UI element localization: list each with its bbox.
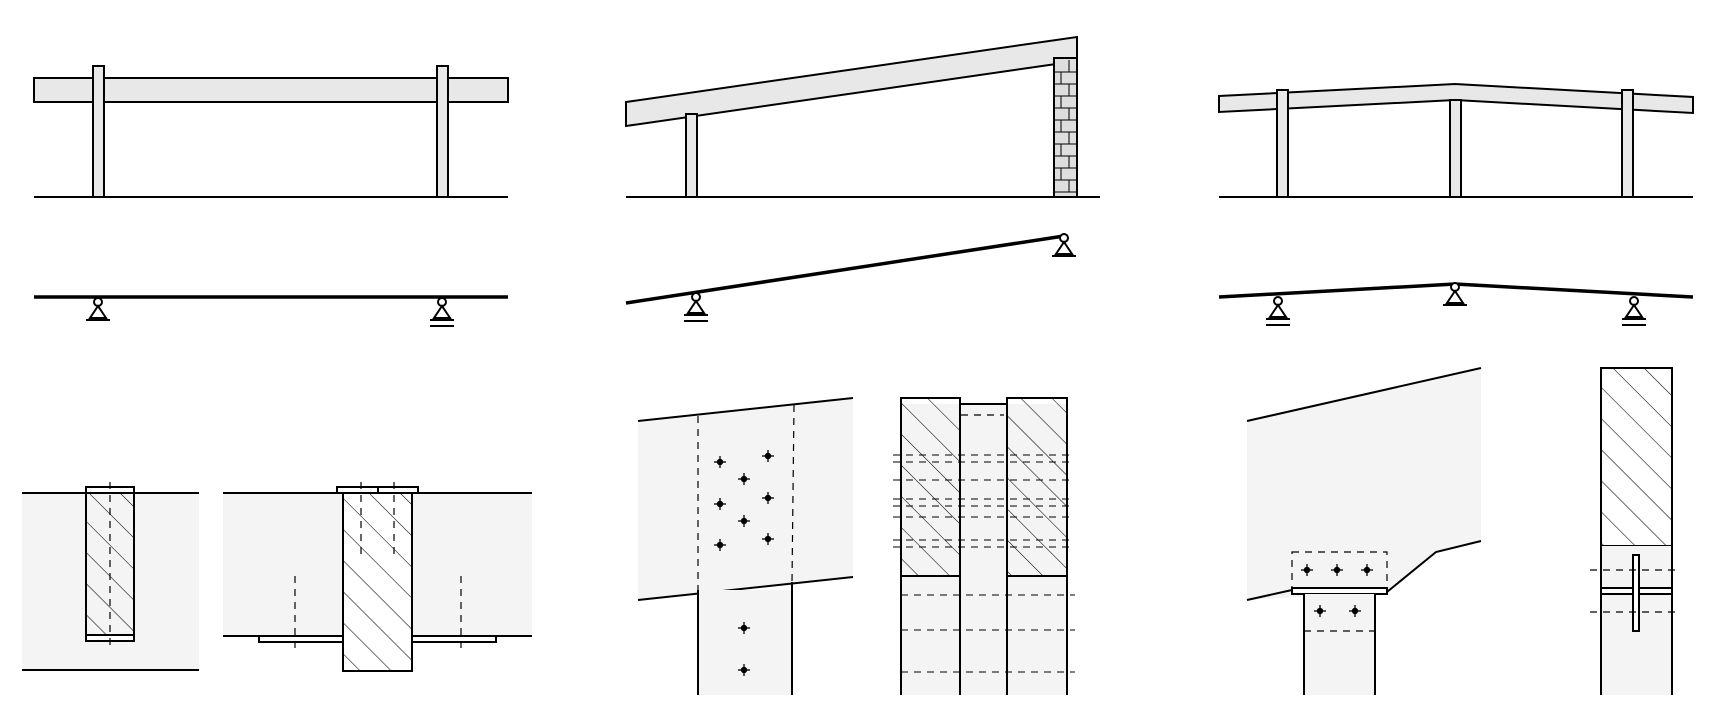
sloped-beam bbox=[625, 35, 1078, 128]
static-system-simple-beam bbox=[34, 295, 508, 327]
dowel-icon bbox=[762, 492, 774, 504]
static-system-continuous-beam bbox=[1218, 282, 1694, 326]
beam-section-right bbox=[1006, 397, 1068, 577]
pin-support-icon bbox=[1443, 282, 1467, 306]
bolt-icon bbox=[1331, 564, 1343, 576]
elevation-straight-beam bbox=[33, 65, 509, 198]
column-body bbox=[1304, 594, 1375, 695]
roller-support-icon bbox=[430, 297, 454, 327]
post-right bbox=[436, 65, 449, 198]
beam-body bbox=[638, 398, 853, 600]
detail-post-beam-front-view bbox=[223, 482, 532, 672]
roller-support-icon bbox=[1622, 296, 1646, 326]
pin-support-icon bbox=[1052, 233, 1076, 257]
detail-dowel-elevation bbox=[637, 397, 854, 695]
roller-support-icon bbox=[684, 292, 708, 322]
detail-bolted-section bbox=[1590, 367, 1680, 695]
detail-dowel-section bbox=[893, 397, 1075, 695]
dowel-icon bbox=[738, 473, 750, 485]
detail-post-beam-side-view bbox=[22, 482, 199, 671]
detail-bolted-elevation bbox=[1246, 367, 1482, 695]
pitched-beam bbox=[1218, 82, 1694, 115]
roller-support-icon bbox=[1266, 296, 1290, 326]
beam-axis bbox=[625, 234, 1065, 305]
bolt-icon bbox=[1361, 564, 1373, 576]
beam-section bbox=[1600, 367, 1673, 547]
column-body bbox=[698, 590, 792, 695]
dowel-icon bbox=[762, 533, 774, 545]
pin-support-icon bbox=[86, 297, 110, 321]
post-right bbox=[1621, 89, 1634, 198]
post bbox=[685, 113, 698, 198]
dowel-icon bbox=[714, 498, 726, 510]
fin-plate bbox=[1632, 554, 1640, 632]
dowel-icon bbox=[738, 664, 750, 676]
bearing-plate bbox=[1291, 587, 1388, 595]
post-middle bbox=[1449, 99, 1462, 198]
dowel-icon bbox=[738, 515, 750, 527]
dowel-icon bbox=[762, 450, 774, 462]
dowel-icon bbox=[714, 539, 726, 551]
dowel-icon bbox=[738, 622, 750, 634]
horizontal-beam bbox=[33, 77, 509, 103]
beam-body bbox=[1247, 368, 1481, 600]
bolt-icon bbox=[1349, 605, 1361, 617]
post-section bbox=[342, 492, 413, 672]
static-system-inclined-beam bbox=[625, 233, 1076, 322]
bolt-icon bbox=[1301, 564, 1313, 576]
elevation-pitched-beam bbox=[1218, 82, 1694, 198]
masonry-wall bbox=[1053, 57, 1078, 198]
elevation-sloped-beam bbox=[625, 35, 1100, 198]
post-left bbox=[1276, 89, 1289, 198]
dowel-icon bbox=[714, 456, 726, 468]
beam-section-left bbox=[900, 397, 961, 577]
bolt-icon bbox=[1314, 605, 1326, 617]
post-left bbox=[92, 65, 105, 198]
